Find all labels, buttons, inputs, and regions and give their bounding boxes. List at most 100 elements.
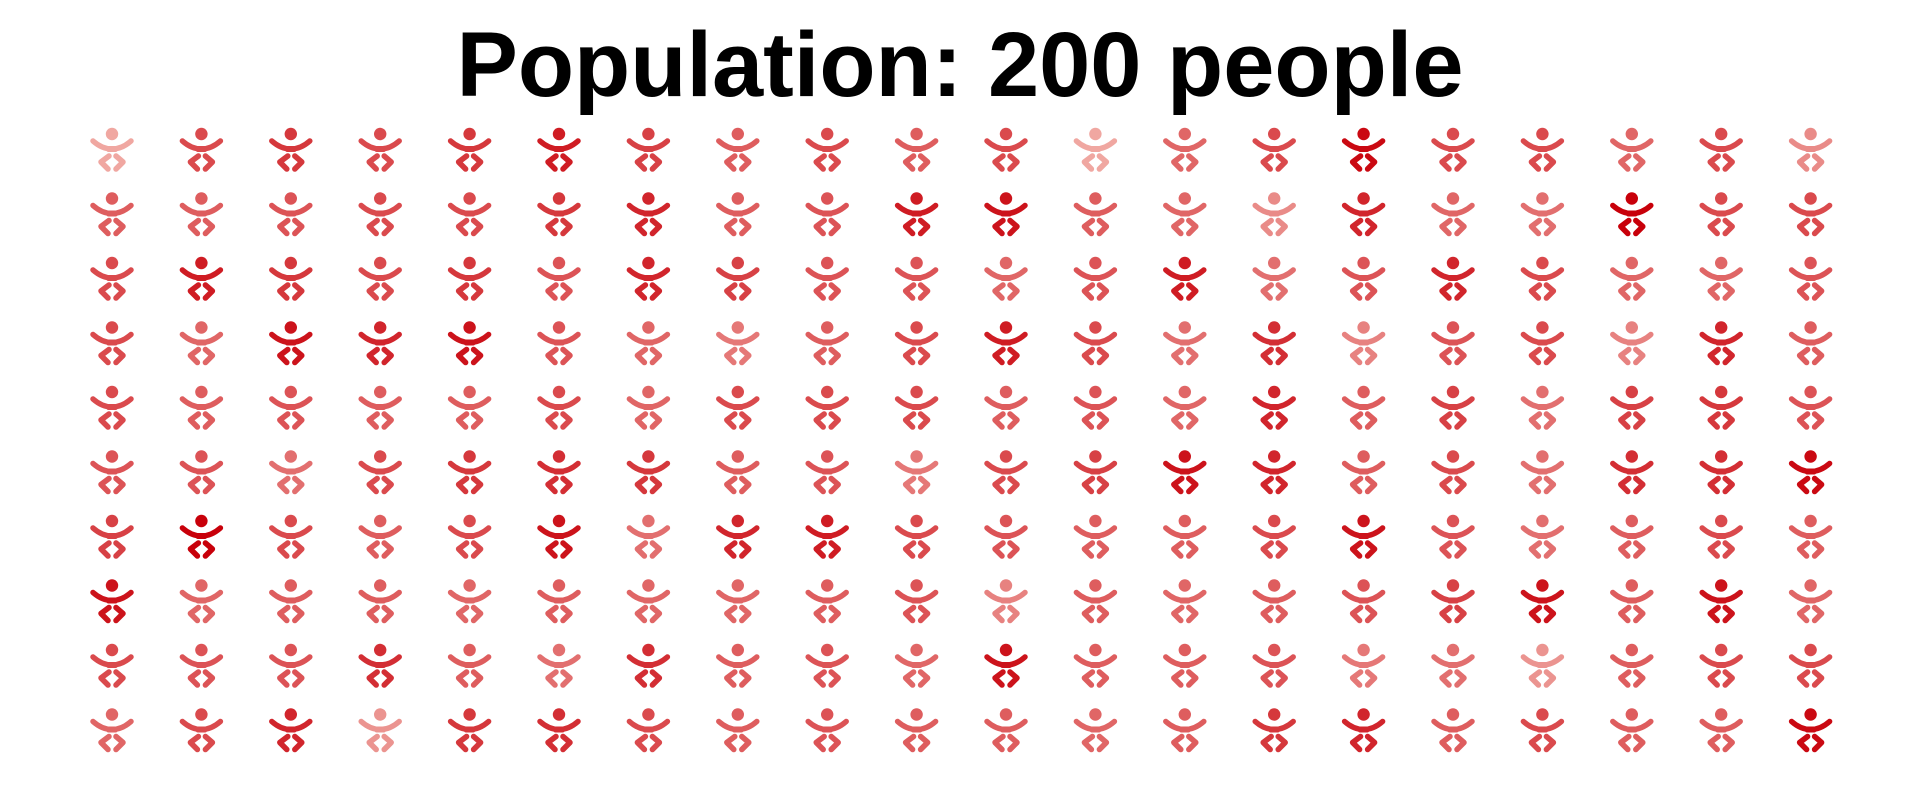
person-icon [1610, 579, 1654, 624]
person-icon [1163, 643, 1207, 688]
person-icon [1431, 256, 1475, 301]
person-icon [179, 321, 224, 366]
person-icon [894, 256, 939, 301]
person-icon [1073, 127, 1118, 172]
person-icon [1431, 385, 1475, 430]
person-icon [1341, 708, 1386, 753]
person-icon [179, 708, 224, 753]
person-icon [1699, 321, 1743, 366]
person-icon [805, 643, 849, 688]
person-icon [1073, 643, 1118, 688]
person-icon [537, 192, 581, 237]
person-icon [1073, 256, 1118, 301]
person-icon [1163, 579, 1207, 624]
person-icon [1699, 256, 1743, 301]
person-icon [1610, 643, 1654, 688]
person-icon [447, 579, 492, 624]
person-icon [447, 256, 492, 301]
person-icon [1341, 385, 1386, 430]
person-icon [984, 127, 1028, 172]
person-icon [805, 256, 849, 301]
person-icon [269, 321, 313, 366]
person-icon [179, 643, 224, 688]
person-icon [1252, 708, 1296, 753]
person-icon [358, 450, 402, 495]
person-icon [269, 192, 313, 237]
person-icon [1699, 192, 1743, 237]
person-icon [626, 321, 671, 366]
person-icon [984, 708, 1028, 753]
person-icon [1520, 385, 1565, 430]
person-icon [1431, 514, 1475, 559]
person-icon [984, 321, 1028, 366]
person-icon [537, 450, 581, 495]
person-icon [805, 579, 849, 624]
person-icon [1252, 192, 1296, 237]
person-icon [894, 450, 939, 495]
person-icon [179, 514, 224, 559]
person-icon [1788, 192, 1833, 237]
person-icon [269, 708, 313, 753]
person-icon [1252, 579, 1296, 624]
person-icon [1520, 450, 1565, 495]
person-icon [716, 579, 760, 624]
person-icon [1341, 256, 1386, 301]
person-icon [626, 579, 671, 624]
person-icon [1431, 643, 1475, 688]
person-icon [90, 127, 134, 172]
person-icon [1341, 321, 1386, 366]
person-icon [1252, 450, 1296, 495]
person-icon [984, 579, 1028, 624]
person-icon [358, 192, 402, 237]
person-icon [1163, 708, 1207, 753]
person-icon [90, 385, 134, 430]
person-icon [90, 643, 134, 688]
person-icon [626, 450, 671, 495]
person-icon [1163, 321, 1207, 366]
person-icon [1520, 321, 1565, 366]
person-icon [1431, 579, 1475, 624]
person-icon [1252, 127, 1296, 172]
person-icon [894, 127, 939, 172]
person-icon [716, 256, 760, 301]
person-icon [537, 385, 581, 430]
person-icon [1520, 579, 1565, 624]
person-icon [984, 514, 1028, 559]
person-icon [1073, 708, 1118, 753]
person-icon [537, 127, 581, 172]
person-icon [1610, 192, 1654, 237]
person-icon [1073, 579, 1118, 624]
person-icon [1610, 385, 1654, 430]
person-icon [179, 579, 224, 624]
person-icon [626, 385, 671, 430]
person-icon [1610, 321, 1654, 366]
person-icon [358, 127, 402, 172]
person-icon [984, 192, 1028, 237]
person-icon [269, 256, 313, 301]
person-icon [358, 579, 402, 624]
person-icon [805, 514, 849, 559]
person-icon [1610, 708, 1654, 753]
person-icon [1252, 514, 1296, 559]
person-icon [626, 514, 671, 559]
person-icon [269, 450, 313, 495]
person-icon [1520, 514, 1565, 559]
person-icon [1252, 321, 1296, 366]
person-icon [447, 450, 492, 495]
person-icon [537, 708, 581, 753]
person-icon [447, 192, 492, 237]
person-icon [1341, 450, 1386, 495]
person-icon [1252, 643, 1296, 688]
person-icon [1699, 514, 1743, 559]
person-icon [90, 579, 134, 624]
person-icon [805, 192, 849, 237]
person-icon [358, 321, 402, 366]
person-icon [447, 127, 492, 172]
person-icon [269, 385, 313, 430]
person-icon [90, 192, 134, 237]
person-icon [716, 192, 760, 237]
person-icon [537, 643, 581, 688]
person-icon [894, 321, 939, 366]
person-icon [1610, 514, 1654, 559]
person-icon [1073, 450, 1118, 495]
